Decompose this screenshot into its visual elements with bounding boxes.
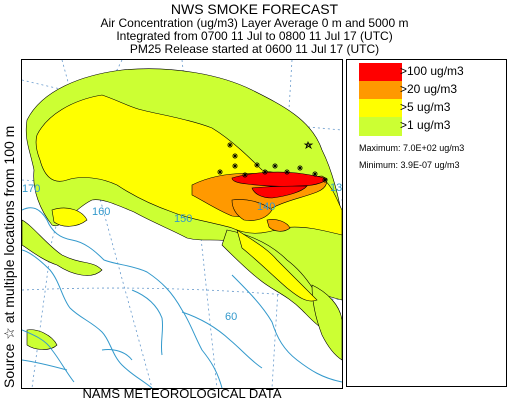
map-title: NWS SMOKE FORECAST xyxy=(170,1,339,17)
legend-item: >100 ug/m3 xyxy=(359,63,504,82)
graticule-label-130: 130 xyxy=(330,182,342,194)
legend-label: >20 ug/m3 xyxy=(400,82,458,96)
concentration-description: Air Concentration (ug/m3) Layer Average … xyxy=(100,16,409,30)
legend-item: >1 ug/m3 xyxy=(359,117,504,136)
legend-swatch xyxy=(359,81,402,100)
release-info: PM25 Release started at 0600 11 Jul 17 (… xyxy=(129,42,380,56)
data-source-label: NAMS METEOROLOGICAL DATA xyxy=(82,386,282,401)
smoke-map: 170 160 150 140 130 60 xyxy=(21,59,343,389)
legend-item: >5 ug/m3 xyxy=(359,99,504,118)
minimum-value: Minimum: 3.9E-07 ug/m3 xyxy=(359,160,460,170)
graticule-label-60: 60 xyxy=(225,311,237,323)
graticule-label-160: 160 xyxy=(92,206,110,218)
coastlines xyxy=(22,207,342,388)
maximum-value: Maximum: 7.0E+02 ug/m3 xyxy=(359,143,465,153)
legend-label: >5 ug/m3 xyxy=(400,100,451,114)
concentration-legend: >100 ug/m3 >20 ug/m3 >5 ug/m3 >1 ug/m3 M… xyxy=(346,59,507,387)
graticule-labels: 170 160 150 140 130 60 xyxy=(22,182,342,323)
source-markers xyxy=(217,140,328,183)
smoke-map-canvas: 170 160 150 140 130 60 xyxy=(22,60,342,388)
legend-swatch xyxy=(359,99,402,118)
source-location-label: Source ☆ at multiple locations from 100 … xyxy=(1,125,17,388)
legend-swatch xyxy=(359,117,402,136)
legend-item: >20 ug/m3 xyxy=(359,81,504,100)
smoke-over-100 xyxy=(231,171,328,199)
graticule-label-150: 150 xyxy=(174,213,192,225)
legend-label: >100 ug/m3 xyxy=(400,64,464,78)
legend-label: >1 ug/m3 xyxy=(400,118,451,132)
integration-period: Integrated from 0700 11 Jul to 0800 11 J… xyxy=(116,29,393,43)
graticule-label-140: 140 xyxy=(257,201,275,213)
legend-swatch xyxy=(359,63,402,82)
graticule-label-170: 170 xyxy=(22,183,40,195)
